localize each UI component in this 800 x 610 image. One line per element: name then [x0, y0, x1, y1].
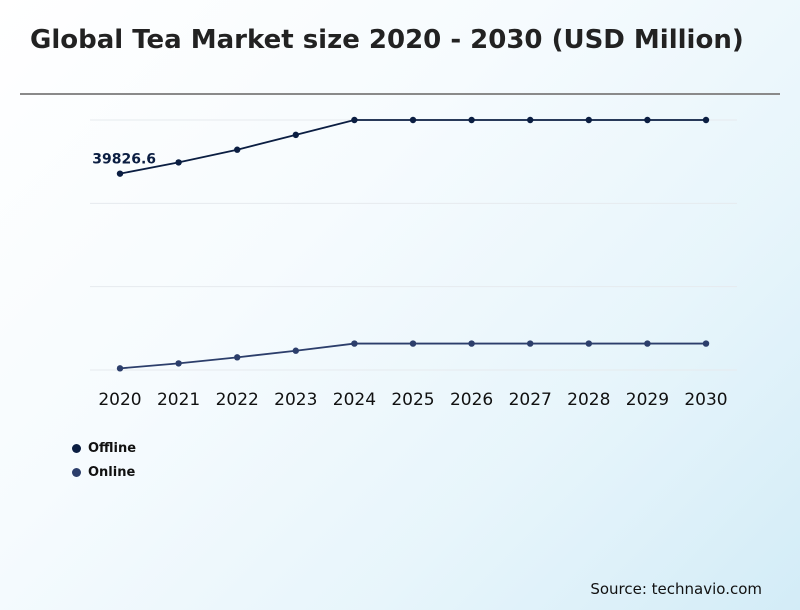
legend-swatch-online — [72, 467, 81, 477]
x-tick-label: 2030 — [684, 390, 727, 410]
series-line-online — [119, 342, 706, 370]
x-tick-label: 2027 — [509, 390, 552, 410]
data-point-online[interactable] — [468, 340, 475, 347]
data-point-online[interactable] — [644, 340, 651, 347]
data-point-offline[interactable] — [585, 116, 592, 124]
series-line-offline — [119, 119, 706, 175]
data-point-online[interactable] — [234, 354, 241, 361]
data-point-offline[interactable] — [468, 116, 475, 124]
x-tick-label: 2029 — [626, 390, 669, 410]
data-point-online[interactable] — [409, 340, 417, 347]
data-point-online[interactable] — [351, 340, 358, 347]
data-point-online[interactable] — [702, 340, 710, 347]
legend-label-offline: Offline — [88, 440, 137, 456]
title-divider — [20, 93, 780, 95]
x-tick-label: 2023 — [274, 390, 317, 410]
chart-title: Global Tea Market size 2020 - 2030 (USD … — [30, 25, 744, 55]
legend-item-online[interactable]: Online — [72, 460, 136, 484]
data-point-offline[interactable] — [409, 116, 417, 124]
x-tick-label: 2022 — [216, 390, 259, 410]
x-tick-label: 2021 — [157, 390, 200, 410]
data-point-offline[interactable] — [175, 159, 182, 166]
data-point-online[interactable] — [527, 340, 534, 347]
legend-swatch-offline — [72, 443, 81, 453]
data-point-offline[interactable] — [527, 116, 534, 124]
x-tick-label: 2028 — [567, 390, 610, 410]
x-tick-label: 2026 — [450, 390, 493, 410]
data-point-offline[interactable] — [702, 116, 710, 124]
data-point-offline[interactable] — [116, 170, 124, 177]
legend-item-offline[interactable]: Offline — [72, 436, 136, 460]
data-point-offline[interactable] — [234, 146, 241, 153]
legend: Offline Online — [72, 436, 136, 484]
data-point-offline[interactable] — [351, 116, 358, 124]
data-point-offline[interactable] — [292, 131, 299, 139]
x-tick-label: 2020 — [98, 390, 141, 410]
data-point-online[interactable] — [175, 360, 182, 367]
x-tick-label: 2024 — [333, 390, 376, 410]
data-point-offline[interactable] — [644, 116, 651, 124]
x-tick-label: 2025 — [391, 390, 434, 410]
data-point-online[interactable] — [585, 340, 592, 347]
data-point-online[interactable] — [116, 365, 124, 372]
data-point-online[interactable] — [292, 347, 299, 354]
data-label: 39826.6 — [92, 152, 156, 168]
source-credit: Source: technavio.com — [590, 580, 762, 598]
legend-label-online: Online — [88, 464, 136, 480]
